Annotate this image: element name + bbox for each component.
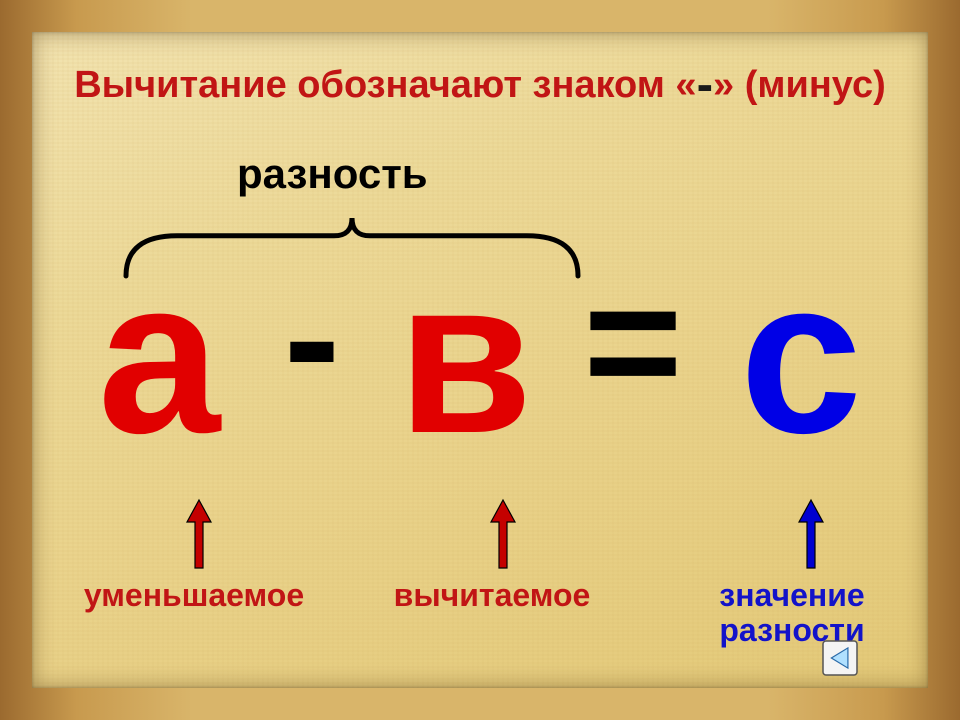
label-minuend: уменьшаемое <box>54 578 334 613</box>
label-subtrahend: вычитаемое <box>362 578 622 613</box>
minus-sign: - <box>252 253 372 423</box>
var-b: в <box>372 246 558 466</box>
page-title: Вычитание обозначают знаком «-» (минус) <box>32 56 928 113</box>
wooden-frame: Вычитание обозначают знаком «-» (минус) … <box>0 0 960 720</box>
label-difference: значениеразности <box>672 578 912 648</box>
arrow-c <box>796 498 826 570</box>
var-a: а <box>66 246 252 466</box>
equation-row: а - в = с <box>32 246 928 466</box>
brace-label: разность <box>237 150 428 198</box>
canvas: Вычитание обозначают знаком «-» (минус) … <box>32 32 928 688</box>
arrow-a <box>184 498 214 570</box>
arrow-b <box>488 498 518 570</box>
equals-sign: = <box>558 257 708 427</box>
var-c: с <box>708 246 894 466</box>
prev-slide-button[interactable] <box>822 640 858 676</box>
